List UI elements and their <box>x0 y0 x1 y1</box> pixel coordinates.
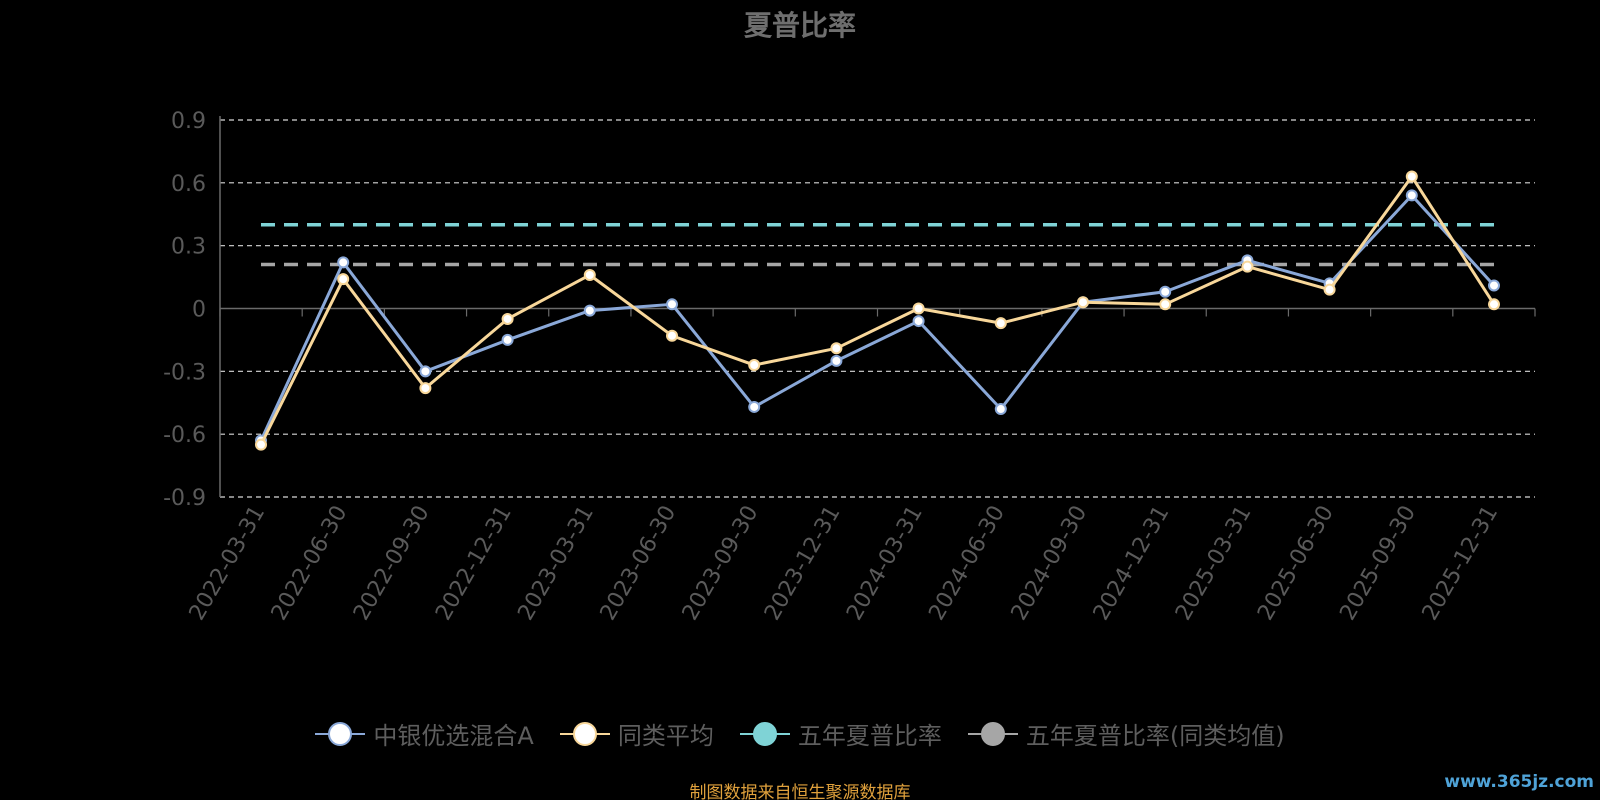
x-tick-label: 2025-03-31 <box>1171 502 1257 625</box>
data-point <box>1159 298 1172 311</box>
data-point <box>1488 279 1500 292</box>
legend-marker-fund <box>315 721 366 747</box>
legend-item-five-year-sharpe[interactable]: 五年夏普比率 <box>739 716 942 751</box>
series-line-1 <box>259 193 1496 442</box>
x-tick-label: 2023-03-31 <box>513 502 599 625</box>
legend-label-fund: 中银优选混合A <box>373 722 534 750</box>
data-point <box>1077 296 1089 309</box>
y-tick-label: -0.9 <box>163 486 206 511</box>
data-point <box>419 365 432 378</box>
data-point <box>666 298 678 311</box>
data-point <box>1159 285 1172 298</box>
x-tick-label: 2024-06-30 <box>924 502 1010 625</box>
data-point <box>337 273 350 286</box>
y-tick-label: 0.6 <box>171 172 206 197</box>
x-tick-label: 2025-12-31 <box>1418 502 1504 625</box>
data-point <box>994 317 1007 330</box>
x-tick-label: 2024-09-30 <box>1007 502 1093 625</box>
data-point <box>748 400 761 413</box>
x-tick-label: 2024-03-31 <box>842 502 928 625</box>
data-point <box>748 359 761 372</box>
series-line-2 <box>259 175 1496 446</box>
y-tick-label: -0.6 <box>163 423 206 448</box>
legend-item-peer-average[interactable]: 同类平均 <box>559 716 714 751</box>
y-tick-label: 0.9 <box>171 109 206 134</box>
x-tick-label: 2023-09-30 <box>678 502 764 625</box>
x-tick-label: 2023-12-31 <box>760 502 846 625</box>
chart-title: 夏普比率 <box>743 9 856 42</box>
x-tick-label: 2022-03-31 <box>185 502 271 625</box>
data-point <box>419 382 432 395</box>
data-point <box>337 256 350 269</box>
x-tick-label: 2023-06-30 <box>596 502 682 625</box>
x-tick-label: 2022-12-31 <box>431 501 517 624</box>
legend-marker-peer-average <box>559 721 610 747</box>
data-point <box>912 302 925 315</box>
data-point <box>583 304 596 317</box>
data-source-note: 制图数据来自恒生聚源数据库 <box>689 783 911 800</box>
data-point <box>1405 170 1418 183</box>
data-point <box>501 333 514 346</box>
y-tick-label: 0 <box>192 298 206 323</box>
data-point <box>994 403 1007 416</box>
data-point <box>255 438 267 451</box>
data-point <box>1323 283 1336 296</box>
x-tick-label: 2025-09-30 <box>1335 502 1421 625</box>
legend-label-peer-average: 同类平均 <box>617 722 714 750</box>
data-point <box>583 268 596 281</box>
data-point <box>1488 298 1500 311</box>
x-tick-label: 2022-06-30 <box>267 502 353 625</box>
legend-label-five-year-sharpe: 五年夏普比率 <box>797 722 942 750</box>
x-tick-label: 2024-12-31 <box>1089 502 1175 625</box>
data-point <box>1241 260 1254 273</box>
legend-item-fund[interactable]: 中银优选混合A <box>315 716 534 751</box>
y-tick-label: 0.3 <box>171 235 206 260</box>
legend-item-five-year-sharpe-peer[interactable]: 五年夏普比率(同类均值) <box>967 716 1285 751</box>
data-point <box>830 342 843 355</box>
x-tick-label: 2025-06-30 <box>1253 502 1339 625</box>
data-point <box>1405 189 1418 202</box>
legend-label-five-year-sharpe-peer: 五年夏普比率(同类均值) <box>1025 722 1285 750</box>
legend-marker-five-year-sharpe <box>739 721 790 747</box>
data-point <box>830 354 843 367</box>
data-point <box>912 315 925 328</box>
x-tick-label: 2022-09-30 <box>349 502 435 625</box>
watermark: www.365jz.com <box>1444 772 1594 792</box>
y-tick-label: -0.3 <box>163 360 206 385</box>
chart-legend: 中银优选混合A 同类平均 五年夏普比率 五年夏普比率(同类均值) <box>0 716 1600 751</box>
data-point <box>666 329 678 342</box>
data-point <box>501 312 514 325</box>
legend-marker-five-year-sharpe-peer <box>967 721 1018 747</box>
